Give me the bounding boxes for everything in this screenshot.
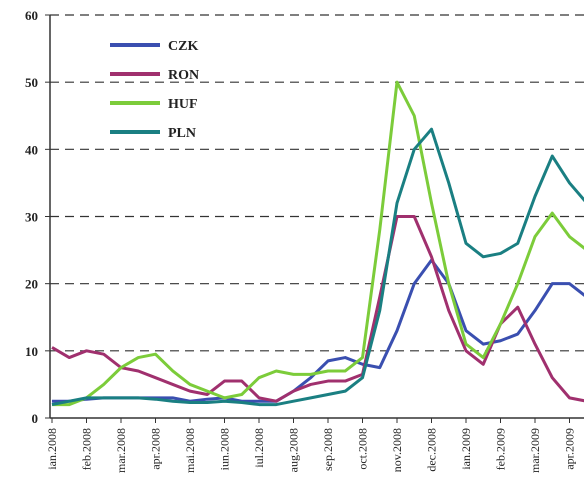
y-tick-label: 10: [25, 344, 38, 359]
y-tick-label: 60: [25, 8, 38, 23]
x-tick-label: mai.2008: [183, 428, 197, 473]
x-tick-label: sep.2008: [321, 428, 335, 471]
line-series: [52, 258, 584, 403]
x-tick-label: ian.2009: [459, 428, 473, 470]
x-tick-label: ian.2008: [45, 428, 59, 470]
line-series: [52, 80, 584, 407]
legend-label: CZK: [168, 39, 198, 54]
x-tick-label: iul.2008: [252, 428, 266, 468]
x-tick-label: apr.2009: [563, 428, 577, 470]
y-tick-label: 30: [25, 210, 38, 225]
x-tick-label: feb.2008: [80, 428, 94, 470]
y-tick-label: 20: [25, 277, 38, 292]
y-tick-label: 0: [32, 411, 39, 426]
x-tick-label: feb.2009: [494, 428, 508, 470]
x-tick-label: apr.2008: [149, 428, 163, 470]
x-tick-label: iun.2008: [218, 428, 232, 470]
y-tick-label: 40: [25, 142, 38, 157]
legend-label: HUF: [168, 97, 198, 112]
legend-label: PLN: [168, 126, 196, 141]
x-tick-label: mar.2009: [528, 428, 542, 473]
y-tick-label: 50: [25, 75, 38, 90]
legend-label: RON: [168, 68, 199, 83]
line-series: [51, 127, 584, 407]
x-tick-label: dec.2008: [425, 428, 439, 472]
x-tick-label: mar.2008: [114, 428, 128, 473]
x-tick-label: aug.2008: [287, 428, 301, 472]
x-tick-label: oct.2008: [356, 428, 370, 470]
x-tick-label: nov.2008: [390, 428, 404, 472]
